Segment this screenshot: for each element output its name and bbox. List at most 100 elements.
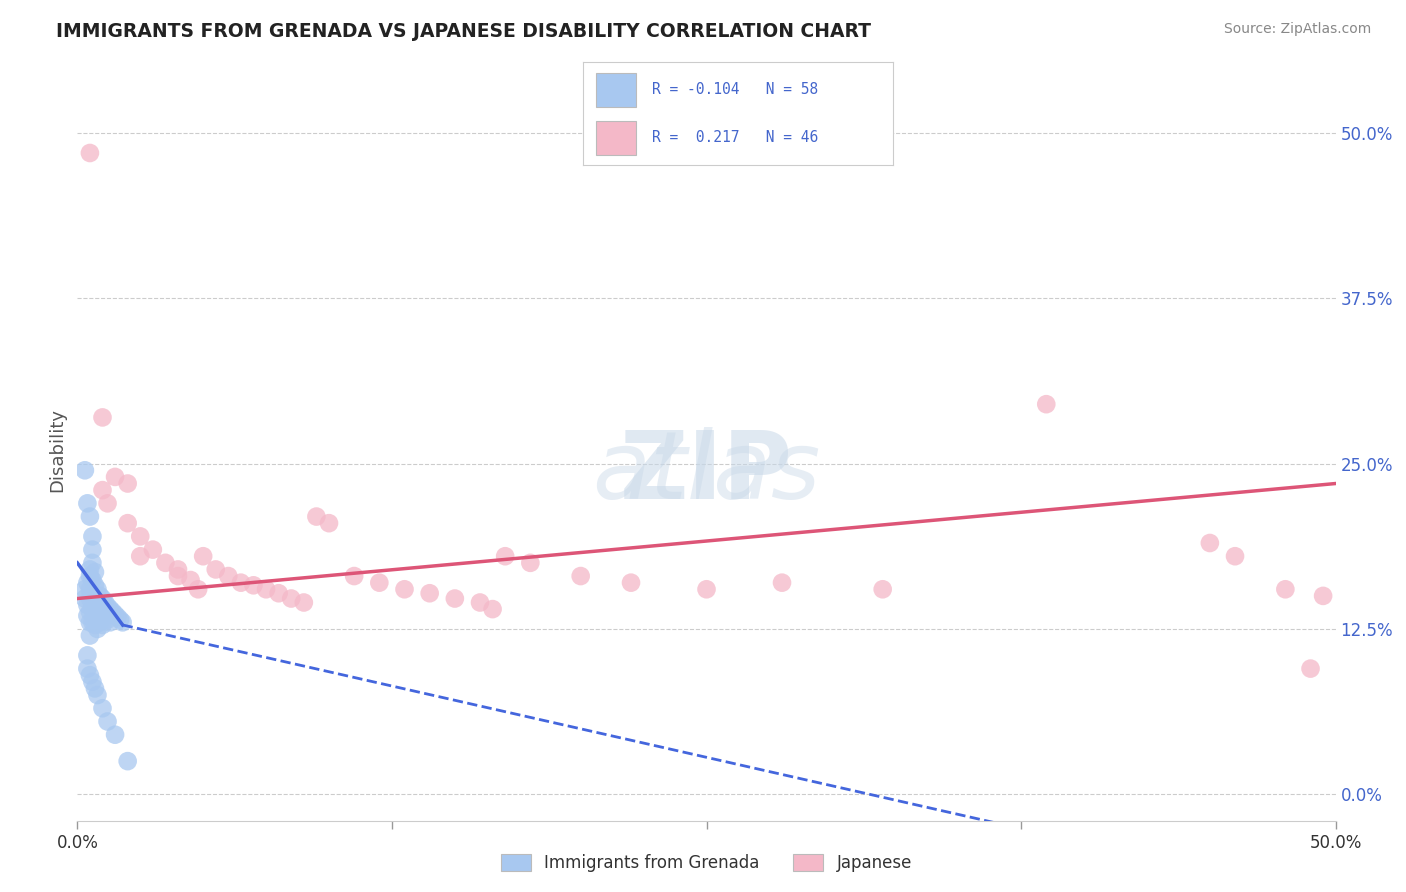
Point xyxy=(79,562,101,576)
Point xyxy=(82,542,104,557)
Point xyxy=(129,549,152,564)
Point xyxy=(217,569,239,583)
Point xyxy=(82,573,104,587)
Point xyxy=(94,595,117,609)
Point xyxy=(167,562,190,576)
Text: Source: ZipAtlas.com: Source: ZipAtlas.com xyxy=(1223,22,1371,37)
Point xyxy=(96,599,118,614)
Point xyxy=(343,569,366,583)
Point xyxy=(76,575,98,590)
Point xyxy=(104,728,127,742)
Point xyxy=(117,476,139,491)
Point xyxy=(1223,549,1246,564)
Point xyxy=(84,618,107,632)
Point xyxy=(86,688,108,702)
Point xyxy=(155,556,177,570)
Point xyxy=(191,549,215,564)
Point xyxy=(129,529,152,543)
Point xyxy=(96,714,118,729)
Point xyxy=(494,549,516,564)
Point xyxy=(89,589,111,603)
Point xyxy=(86,608,108,623)
Point xyxy=(91,605,114,619)
Point xyxy=(91,591,114,606)
Point xyxy=(394,582,416,597)
Point xyxy=(104,607,127,622)
Point xyxy=(107,610,129,624)
Point xyxy=(117,754,139,768)
Point xyxy=(82,529,104,543)
Point xyxy=(84,681,107,696)
Point xyxy=(468,595,491,609)
Point xyxy=(84,578,107,592)
Y-axis label: Disability: Disability xyxy=(48,409,66,492)
Point xyxy=(204,562,226,576)
Point xyxy=(89,602,111,616)
Point xyxy=(254,582,277,597)
Point xyxy=(79,668,101,682)
Point xyxy=(84,605,107,619)
Point xyxy=(79,605,101,619)
Point xyxy=(481,602,503,616)
Point xyxy=(770,575,793,590)
Point xyxy=(519,556,541,570)
Point xyxy=(111,615,134,630)
FancyBboxPatch shape xyxy=(596,121,636,155)
Point xyxy=(94,608,117,623)
Point xyxy=(1274,582,1296,597)
Point xyxy=(76,662,98,676)
Point xyxy=(91,618,114,632)
Point xyxy=(79,582,101,597)
Point xyxy=(98,615,121,630)
Point xyxy=(1312,589,1334,603)
Point xyxy=(79,509,101,524)
Point xyxy=(73,463,96,477)
Point xyxy=(167,569,190,583)
Point xyxy=(76,496,98,510)
Point xyxy=(82,674,104,689)
Point xyxy=(82,615,104,630)
Point xyxy=(104,470,127,484)
Point xyxy=(318,516,340,531)
Point xyxy=(305,509,328,524)
Point xyxy=(98,602,121,616)
Point xyxy=(368,575,391,590)
Point xyxy=(696,582,718,597)
Point xyxy=(444,591,467,606)
Point xyxy=(86,622,108,636)
Point xyxy=(620,575,643,590)
Point xyxy=(84,565,107,579)
Point xyxy=(229,575,252,590)
Point xyxy=(1299,662,1322,676)
Point xyxy=(91,701,114,715)
Point xyxy=(79,569,101,583)
Text: ZIP: ZIP xyxy=(620,426,793,518)
Point xyxy=(267,586,290,600)
Point xyxy=(76,598,98,612)
Point xyxy=(79,591,101,606)
Point xyxy=(82,589,104,603)
Point xyxy=(280,591,302,606)
Point xyxy=(73,591,96,606)
Point xyxy=(96,496,118,510)
Point xyxy=(1035,397,1057,411)
Point xyxy=(79,146,101,161)
Point xyxy=(76,608,98,623)
Point xyxy=(89,615,111,630)
Point xyxy=(569,569,592,583)
Point xyxy=(187,582,209,597)
Point xyxy=(86,582,108,597)
Text: IMMIGRANTS FROM GRENADA VS JAPANESE DISABILITY CORRELATION CHART: IMMIGRANTS FROM GRENADA VS JAPANESE DISA… xyxy=(56,22,872,41)
Text: R =  0.217   N = 46: R = 0.217 N = 46 xyxy=(651,130,818,145)
Point xyxy=(73,582,96,597)
Text: R = -0.104   N = 58: R = -0.104 N = 58 xyxy=(651,82,818,97)
Point xyxy=(91,410,114,425)
Point xyxy=(872,582,894,597)
Text: atlas: atlas xyxy=(592,427,821,518)
Point xyxy=(242,578,264,592)
Legend: Immigrants from Grenada, Japanese: Immigrants from Grenada, Japanese xyxy=(495,847,918,879)
Point xyxy=(91,483,114,497)
Point xyxy=(180,573,202,587)
Point xyxy=(1199,536,1222,550)
Point xyxy=(142,542,165,557)
